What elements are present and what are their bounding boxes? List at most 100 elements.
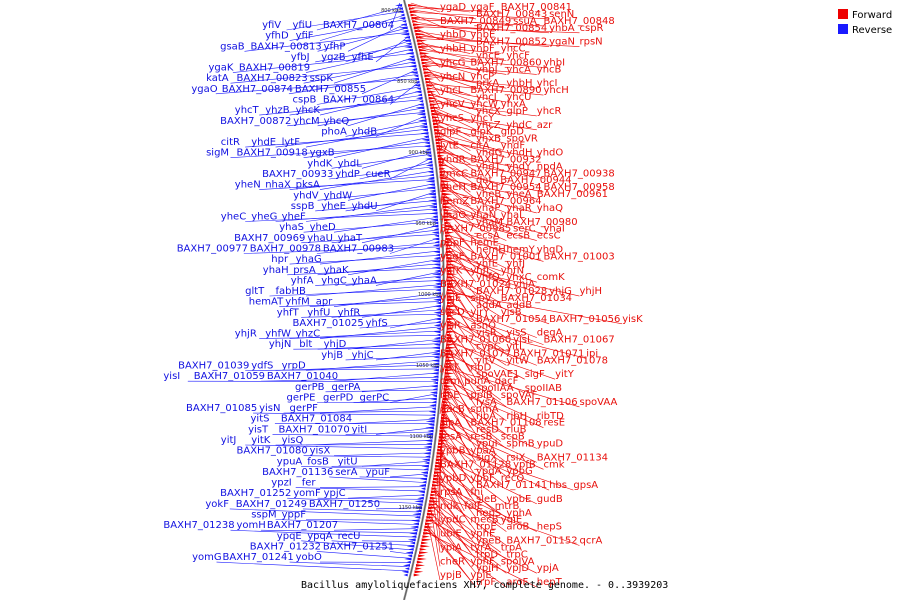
forward-connector: [431, 501, 501, 553]
forward-gene-arrow: [425, 77, 435, 81]
forward-gene-label: yhxC: [506, 272, 531, 283]
reverse-connector: [375, 36, 409, 63]
reverse-gene-arrow: [424, 455, 431, 458]
reverse-gene-arrow: [430, 365, 440, 369]
kbp-marker: 1050 kbp: [416, 363, 440, 369]
forward-connector: [436, 475, 501, 525]
forward-gene-label: yhdC: [506, 120, 532, 131]
forward-gene-label: yhaM: [476, 217, 503, 228]
forward-gene-arrow: [423, 528, 432, 532]
reverse-gene-arrow: [415, 80, 420, 84]
reverse-connector: [260, 529, 415, 534]
forward-gene-label: pbpF: [440, 238, 465, 249]
reverse-gene-label: fosB: [307, 456, 329, 467]
reverse-gene-arrow: [432, 381, 438, 385]
forward-gene-arrow: [445, 352, 457, 356]
forward-gene-arrow: [436, 144, 446, 148]
reverse-gene-arrow: [430, 372, 439, 375]
reverse-connector: [305, 49, 412, 73]
forward-gene-arrow: [446, 346, 457, 350]
forward-gene-arrow: [443, 205, 454, 209]
reverse-gene-arrow: [414, 516, 421, 519]
reverse-gene-arrow: [428, 410, 436, 414]
forward-gene-arrow: [446, 340, 458, 343]
reverse-connector: [305, 124, 426, 148]
forward-gene-arrow: [446, 272, 458, 276]
forward-connector: [449, 263, 550, 297]
reverse-gene-label: yhcK: [296, 105, 321, 116]
reverse-gene-arrow: [431, 407, 436, 410]
reverse-connector: [317, 343, 439, 350]
reverse-gene-arrow: [432, 272, 441, 276]
reverse-gene-label: BAXH7_01080: [237, 446, 308, 457]
forward-gene-arrow: [445, 250, 455, 254]
reverse-gene-arrow: [428, 205, 437, 209]
reverse-gene-label: BAXH7_01232: [250, 541, 321, 552]
reverse-gene-arrow: [422, 128, 428, 132]
reverse-gene-arrow: [407, 538, 416, 542]
forward-gene-arrow: [439, 173, 447, 177]
forward-gene-arrow: [423, 71, 434, 74]
legend: Forward Reverse: [838, 9, 892, 36]
reverse-gene-label: gerPD: [323, 393, 354, 404]
reverse-gene-arrow: [419, 477, 427, 481]
forward-gene-label: yhxA: [501, 99, 526, 110]
reverse-connector: [272, 434, 431, 437]
reverse-gene-label: yhdP: [335, 169, 360, 180]
reverse-connector: [359, 476, 425, 479]
reverse-connector: [301, 234, 438, 244]
forward-gene-label: cheR: [440, 556, 465, 567]
forward-connector: [427, 525, 471, 581]
forward-connector: [426, 69, 471, 82]
forward-gene-arrow: [446, 269, 455, 273]
forward-connector: [413, 12, 550, 20]
forward-gene-arrow: [421, 541, 429, 545]
forward-gene-label: ecsC: [537, 231, 561, 242]
reverse-gene-arrow: [413, 522, 419, 526]
forward-gene-label: yhbD: [440, 30, 467, 41]
forward-gene-label: yhbE: [470, 30, 495, 41]
reverse-gene-arrow: [410, 525, 419, 529]
reverse-gene-label: BAXH7_00813: [251, 41, 322, 52]
forward-gene-label: ypbD: [440, 473, 467, 484]
forward-connector: [435, 479, 507, 532]
forward-gene-label: recQ: [501, 473, 525, 484]
forward-gene-label: yhaI: [544, 224, 565, 235]
forward-gene-label: BAXH7_00849: [440, 16, 511, 27]
forward-gene-label: drm: [440, 376, 460, 387]
forward-gene-label: yhdO: [537, 148, 564, 159]
reverse-connector: [230, 529, 415, 538]
forward-connector: [435, 477, 477, 532]
reverse-gene-arrow: [407, 58, 416, 62]
forward-gene-arrow: [446, 320, 454, 324]
forward-gene-label: yhcC: [501, 44, 526, 55]
reverse-connector: [230, 145, 429, 158]
forward-gene-label: BAXH7_00860: [470, 57, 541, 68]
forward-gene-label: yhbF: [470, 44, 495, 55]
forward-gene-arrow: [447, 304, 457, 308]
forward-gene-arrow: [443, 212, 454, 215]
reverse-gene-label: gerPA: [332, 382, 361, 393]
reverse-gene-arrow: [408, 64, 417, 68]
forward-gene-label: yhaR: [506, 203, 531, 214]
reverse-gene-arrow: [422, 474, 428, 478]
forward-gene-label: spoVAE1: [476, 369, 519, 380]
reverse-gene-label: gerPF: [290, 403, 319, 414]
forward-connector: [410, 2, 441, 13]
forward-gene-arrow: [444, 228, 452, 231]
forward-gene-label: hepS: [537, 522, 562, 533]
reverse-connector: [319, 170, 432, 190]
forward-connector: [434, 111, 507, 131]
reverse-gene-arrow: [428, 183, 435, 186]
forward-gene-arrow: [424, 74, 432, 78]
forward-connector: [422, 50, 507, 61]
forward-gene-label: ypdC: [440, 515, 466, 526]
forward-gene-label: BAXH7_01034: [501, 293, 572, 304]
reverse-gene-label: yheE: [321, 201, 346, 212]
forward-connector: [430, 88, 507, 103]
forward-gene-label: yhbA: [549, 23, 575, 34]
reverse-connector: [345, 120, 425, 137]
forward-gene-arrow: [419, 52, 430, 55]
reverse-gene-arrow: [416, 96, 423, 100]
forward-gene-arrow: [425, 80, 433, 84]
